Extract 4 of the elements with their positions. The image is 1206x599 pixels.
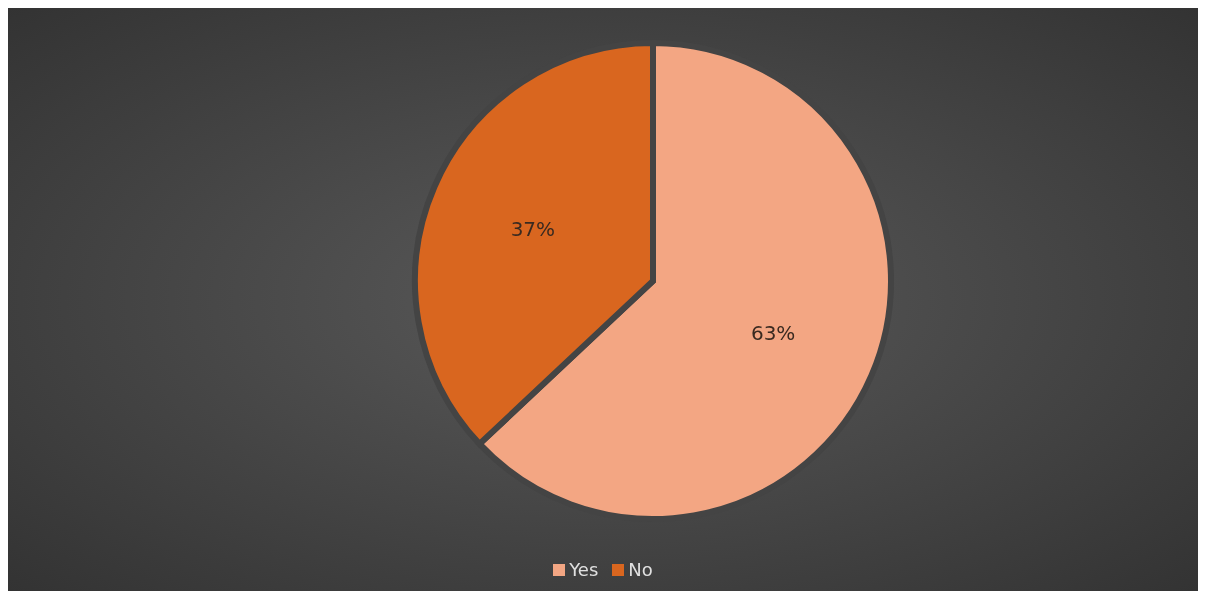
legend-label: No (628, 559, 653, 580)
data-label: 37% (510, 217, 556, 242)
slice-label: Yes (569, 559, 599, 580)
data-label: 63% (750, 320, 796, 345)
